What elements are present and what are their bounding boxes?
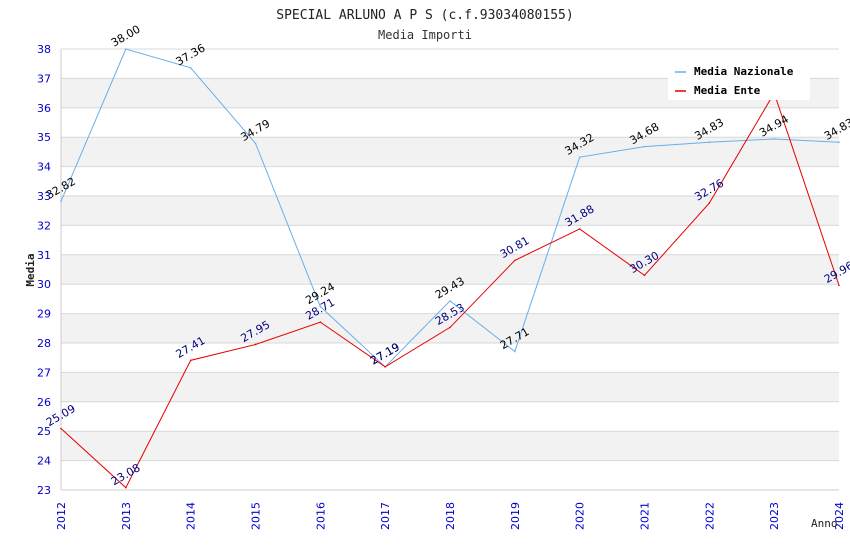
chart-subtitle: Media Importi: [378, 28, 472, 42]
data-point: [514, 350, 516, 353]
y-tick-label: 33: [37, 190, 51, 203]
grid-band: [61, 431, 839, 461]
x-tick-label: 2013: [120, 502, 133, 530]
grid-band: [61, 313, 839, 343]
data-point: [643, 145, 646, 148]
data-point: [189, 67, 192, 69]
grid-band: [61, 372, 839, 402]
data-point: [578, 228, 581, 230]
legend: Media Nazionale Media Ente: [668, 60, 810, 100]
legend-label-media-nazionale: Media Nazionale: [694, 65, 794, 78]
data-point: [578, 156, 581, 158]
y-tick-label: 37: [37, 72, 51, 85]
data-point: [319, 305, 322, 308]
x-tick-label: 2019: [509, 502, 522, 530]
y-tick-label: 30: [37, 278, 51, 291]
x-tick-label: 2015: [250, 502, 263, 530]
y-tick-label: 31: [37, 249, 51, 262]
data-point: [838, 284, 840, 287]
y-tick-label: 38: [37, 43, 51, 56]
y-tick-label: 27: [37, 366, 51, 379]
x-tick-label: 2023: [768, 502, 781, 530]
y-tick-label: 23: [37, 484, 51, 497]
x-tick-label: 2020: [574, 502, 587, 530]
y-tick-label: 32: [37, 219, 51, 232]
data-point: [189, 359, 192, 362]
grid-lines: [60, 48, 839, 491]
data-point: [838, 141, 840, 143]
y-tick-label: 29: [37, 308, 51, 321]
data-point: [125, 486, 127, 489]
x-tick-label: 2021: [639, 502, 652, 530]
x-tick-label: 2014: [185, 502, 198, 530]
data-point: [319, 321, 322, 323]
legend-box: [668, 60, 810, 100]
series-lines: [60, 48, 840, 489]
data-point: [254, 343, 257, 346]
data-point: [125, 48, 127, 50]
x-tick-label: 2024: [833, 502, 846, 530]
data-point: [708, 202, 711, 204]
data-point: [773, 138, 775, 140]
data-point: [449, 300, 451, 302]
y-tick-label: 28: [37, 337, 51, 350]
y-axis-ticks: 23 24 25 26 27 28 29 30 31 32 33 34 35 36 37 38: [37, 43, 51, 497]
plot-background: [61, 49, 839, 490]
data-point: [384, 366, 386, 368]
x-axis-label: Anno: [811, 517, 838, 530]
x-tick-label: 2018: [444, 502, 457, 530]
data-point: [514, 259, 516, 262]
grid-band: [61, 254, 839, 285]
data-point: [643, 274, 646, 277]
data-point: [449, 326, 451, 329]
y-axis-label: Media: [24, 253, 37, 286]
data-point: [254, 142, 257, 145]
x-tick-label: 2017: [379, 502, 392, 530]
y-tick-label: 25: [37, 425, 51, 438]
data-point: [60, 200, 62, 203]
y-tick-label: 34: [37, 161, 51, 174]
y-tick-label: 26: [37, 396, 51, 409]
y-tick-label: 35: [37, 131, 51, 144]
data-point: [60, 427, 62, 430]
x-axis-ticks: 2012 2013 2014 2015 2016 2017 2018 2019 2020 2021…: [55, 502, 846, 530]
grid-band: [61, 196, 839, 226]
legend-label-media-ente: Media Ente: [694, 84, 761, 97]
x-tick-label: 2012: [55, 502, 68, 530]
data-point: [708, 141, 711, 143]
y-tick-label: 24: [37, 455, 51, 468]
y-tick-label: 36: [37, 102, 51, 115]
x-tick-label: 2016: [314, 502, 327, 530]
data-label: 38.00: [109, 23, 143, 50]
x-tick-label: 2022: [703, 502, 716, 530]
chart-title: SPECIAL ARLUNO A P S (c.f.93034080155): [276, 8, 573, 23]
